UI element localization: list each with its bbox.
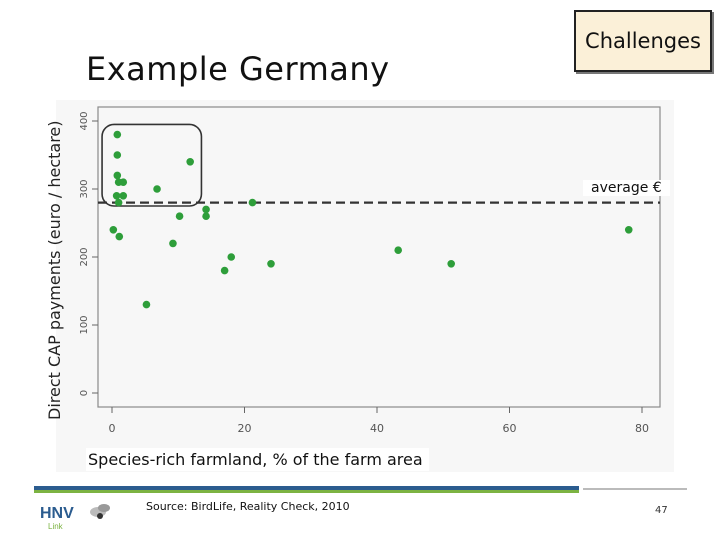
y-axis-label: Direct CAP payments (euro / hectare) [45, 120, 64, 420]
footer-rule-grey [583, 488, 687, 490]
slide-title: Example Germany [86, 50, 390, 88]
plot-background [56, 100, 674, 472]
footer-rule-blue [34, 486, 579, 490]
data-point [202, 212, 210, 220]
x-tick-label: 0 [109, 422, 116, 435]
data-point [394, 246, 403, 254]
highlight-box [101, 123, 203, 207]
data-point [248, 198, 257, 207]
data-point [175, 212, 184, 220]
x-tick-label: 80 [635, 422, 649, 435]
data-point [119, 192, 128, 200]
data-point [113, 171, 122, 180]
data-point [153, 185, 161, 193]
chart-marks [101, 123, 633, 309]
data-point [624, 226, 633, 234]
data-point [267, 260, 275, 268]
hnv-link-logo: HNV Link [40, 504, 110, 531]
challenges-button[interactable]: Challenges [574, 10, 712, 72]
x-tick-label: 60 [503, 422, 517, 435]
data-point [109, 226, 118, 234]
data-point [202, 205, 210, 214]
data-point [119, 178, 128, 186]
x-tick-label: 20 [238, 422, 252, 435]
axes: 0 20 40 60 80 0 100 200 300 400 [79, 106, 661, 435]
data-point [142, 300, 151, 309]
data-point [169, 239, 177, 248]
page-number: 47 [655, 505, 668, 516]
plot-frame [97, 106, 661, 408]
data-point [113, 130, 122, 139]
average-line-label: average € [583, 180, 670, 196]
y-tick-label: 200 [79, 247, 90, 266]
data-point [447, 260, 456, 268]
svg-text:HNV: HNV [40, 505, 74, 522]
x-tick-label: 40 [370, 422, 384, 435]
y-tick-label: 0 [79, 390, 90, 396]
y-tick-label: 300 [79, 179, 90, 198]
data-point [186, 158, 194, 166]
y-tick-label: 400 [79, 111, 90, 130]
data-point [227, 253, 236, 261]
y-tick-label: 100 [79, 315, 90, 334]
challenges-label: Challenges [585, 29, 701, 53]
source-note: Source: BirdLife, Reality Check, 2010 [146, 500, 350, 513]
data-point [220, 266, 229, 275]
data-point [113, 151, 122, 159]
data-point [114, 198, 123, 207]
data-point [112, 192, 121, 200]
svg-text:Link: Link [48, 522, 64, 531]
data-point [115, 232, 124, 241]
x-axis-label: Species-rich farmland, % of the farm are… [86, 448, 429, 471]
footer-rule-green [34, 490, 579, 493]
